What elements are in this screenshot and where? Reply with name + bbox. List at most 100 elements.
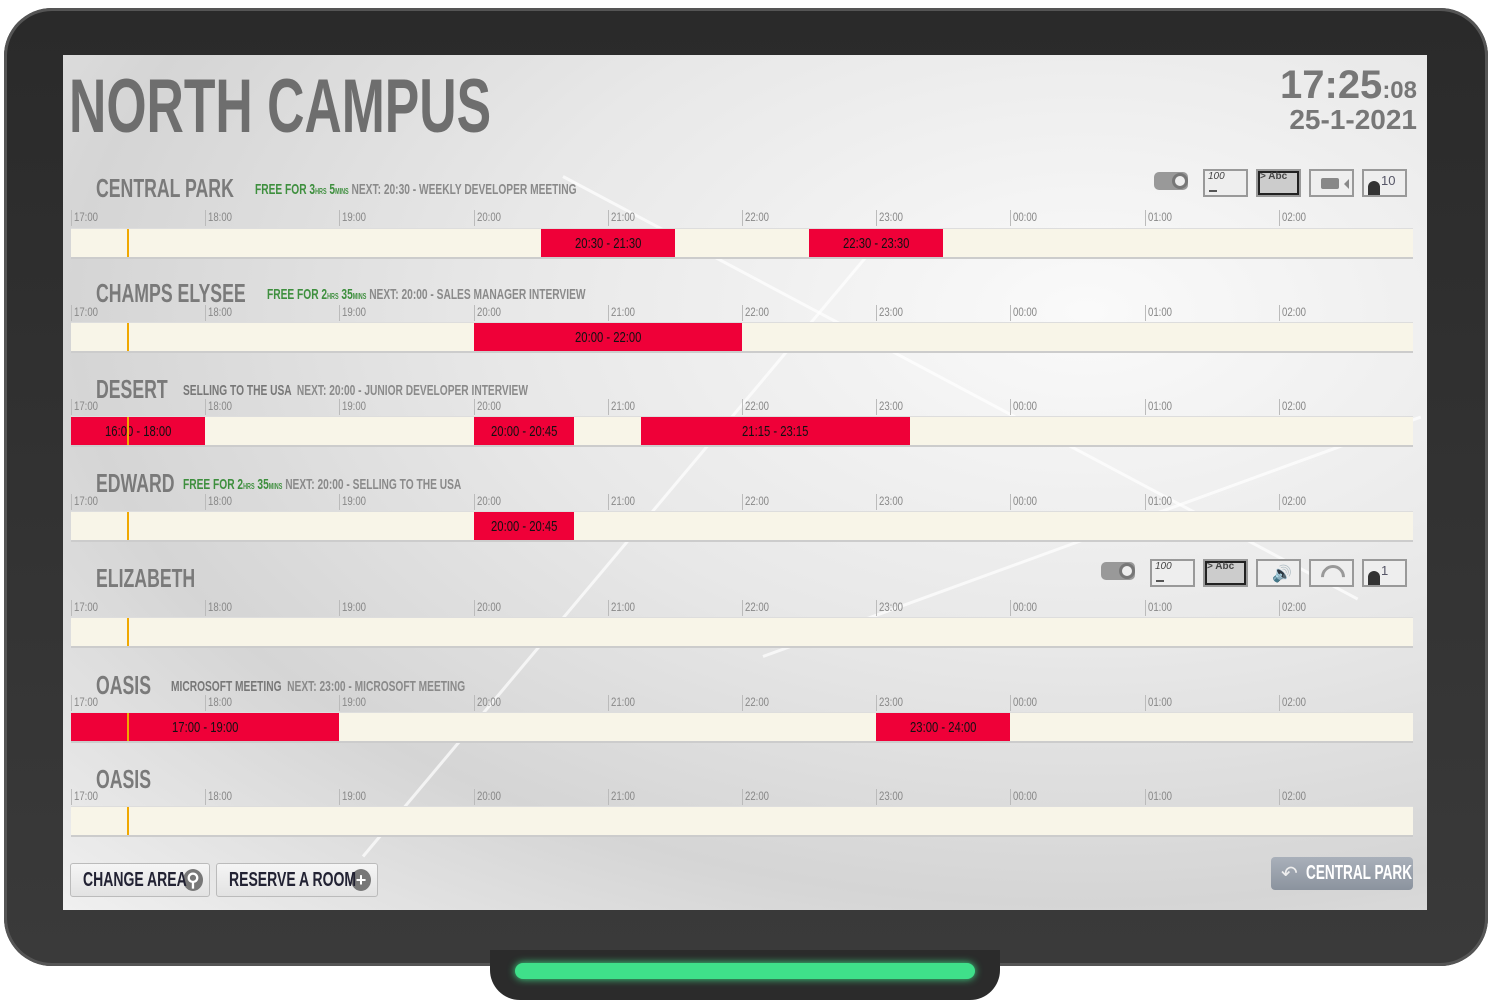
capacity-icon: 10 — [1362, 169, 1407, 197]
booking-block[interactable]: 22:30 - 23:30 — [809, 229, 944, 257]
room-name[interactable]: EDWARD — [96, 468, 212, 499]
time-tick: 17:00 — [71, 695, 104, 711]
timeline-bar[interactable]: 16:00 - 18:00 20:00 - 20:45 21:15 - 23:15 — [71, 416, 1413, 447]
display-icon: > Abc — [1203, 559, 1248, 587]
booking-block[interactable]: 20:30 - 21:30 — [540, 229, 675, 257]
time-tick: 18:00 — [205, 695, 238, 711]
free-hours: 3 — [309, 181, 316, 198]
tick-label: 20:00 — [476, 399, 501, 413]
reserve-room-button[interactable]: RESERVE A ROOM + — [216, 863, 378, 897]
booking-block[interactable]: 17:00 - 19:00 — [71, 713, 340, 741]
amenity-text: 100 — [1155, 561, 1172, 572]
booking-time: 17:00 - 19:00 — [172, 719, 239, 736]
time-tick: 19:00 — [339, 600, 372, 616]
time-tick: 19:00 — [339, 399, 372, 415]
amenity-text: 10 — [1381, 173, 1396, 188]
time-tick: 19:00 — [339, 789, 372, 805]
tick-label: 02:00 — [1281, 210, 1306, 224]
free-status: FREE FOR 3HRS 5MINS — [255, 181, 349, 198]
tick-label: 22:00 — [745, 494, 770, 508]
timeline-bar[interactable] — [71, 617, 1413, 648]
timeline-bar[interactable] — [71, 806, 1413, 837]
tick-label: 21:00 — [610, 600, 635, 614]
tick-label: 00:00 — [1013, 494, 1038, 508]
time-tick: 02:00 — [1278, 600, 1312, 616]
search-icon: ⚲ — [183, 869, 203, 891]
tick-label: 17:00 — [74, 600, 99, 614]
timeline-bar[interactable]: 20:30 - 21:30 22:30 - 23:30 — [71, 228, 1413, 259]
time-tick: 18:00 — [205, 305, 238, 321]
tick-label: 21:00 — [610, 305, 635, 319]
time-tick: 20:00 — [473, 695, 507, 711]
tick-label: 18:00 — [208, 305, 233, 319]
timeline-bar[interactable]: 17:00 - 19:00 23:00 - 24:00 — [71, 712, 1413, 743]
timeline-bar[interactable]: 20:00 - 22:00 — [71, 322, 1413, 353]
free-minutes: 5 — [329, 181, 336, 198]
tick-label: 00:00 — [1013, 399, 1038, 413]
room-name-text: ELIZABETH — [96, 563, 196, 593]
next-meeting: NEXT: 20:00 - SELLING TO THE USA — [285, 476, 462, 493]
booking-block[interactable]: 23:00 - 24:00 — [876, 713, 1011, 741]
tick-label: 18:00 — [208, 789, 233, 803]
free-status: FREE FOR 2HRS 35MINS — [267, 286, 366, 303]
time-tick: 17:00 — [71, 600, 104, 616]
tick-label: 21:00 — [610, 494, 635, 508]
hours-unit: HRS — [243, 482, 255, 491]
time-tick: 19:00 — [339, 305, 372, 321]
timeline-bar[interactable]: 20:00 - 20:45 — [71, 511, 1413, 542]
time-tick: 23:00 — [876, 210, 909, 226]
time-tick: 18:00 — [205, 600, 238, 616]
time-tick: 19:00 — [339, 494, 372, 510]
booking-block[interactable]: 20:00 - 20:45 — [473, 512, 575, 540]
booking-block[interactable]: 16:00 - 18:00 — [71, 417, 206, 445]
tick-label: 17:00 — [74, 305, 99, 319]
current-meeting: MICROSOFT MEETING — [171, 678, 282, 695]
time-tick: 18:00 — [205, 494, 238, 510]
time-tick: 18:00 — [205, 210, 238, 226]
room-name[interactable]: CENTRAL PARK — [96, 173, 299, 204]
time-tick: 21:00 — [607, 695, 641, 711]
tick-label: 17:00 — [74, 399, 99, 413]
room-name-text: OASIS — [96, 670, 152, 700]
tick-label: 19:00 — [342, 399, 367, 413]
tick-label: 02:00 — [1281, 695, 1306, 709]
time-tick: 00:00 — [1010, 399, 1043, 415]
current-time-marker — [126, 512, 129, 540]
time-tick: 22:00 — [742, 399, 775, 415]
booking-time: 20:00 - 22:00 — [574, 329, 641, 346]
tick-label: 22:00 — [745, 210, 770, 224]
tick-label: 23:00 — [879, 210, 904, 224]
booking-block[interactable]: 21:15 - 23:15 — [641, 417, 910, 445]
booking-block[interactable]: 20:00 - 20:45 — [473, 417, 575, 445]
amenities: 100 > Abc 10 — [1150, 169, 1407, 197]
tick-label: 02:00 — [1281, 494, 1306, 508]
tick-label: 22:00 — [745, 600, 770, 614]
time-tick: 18:00 — [205, 789, 238, 805]
room-name[interactable]: ELIZABETH — [96, 563, 242, 594]
booking-block[interactable]: 20:00 - 22:00 — [473, 323, 742, 351]
room-name[interactable]: OASIS — [96, 764, 177, 795]
time-tick: 22:00 — [742, 600, 775, 616]
back-to-room-button[interactable]: ↶ CENTRAL PARK — [1271, 857, 1413, 890]
time-tick: 02:00 — [1278, 399, 1312, 415]
room-name[interactable]: OASIS — [96, 670, 177, 701]
time-tick: 00:00 — [1010, 305, 1043, 321]
tick-label: 02:00 — [1281, 305, 1306, 319]
change-area-button[interactable]: CHANGE AREA ⚲ — [70, 863, 210, 897]
time-tick: 23:00 — [876, 789, 909, 805]
room-name-text: CHAMPS ELYSEE — [96, 278, 246, 308]
tick-label: 20:00 — [476, 305, 501, 319]
hours-unit: HRS — [315, 187, 327, 196]
free-minutes: 35 — [257, 476, 269, 493]
time-tick: 17:00 — [71, 789, 104, 805]
free-status: FREE FOR 2HRS 35MINS — [183, 476, 282, 493]
room-name[interactable]: CHAMPS ELYSEE — [96, 278, 316, 309]
tick-label: 23:00 — [879, 789, 904, 803]
room-status: FREE FOR 3HRS 5MINS NEXT: 20:30 - WEEKLY… — [255, 181, 728, 198]
booking-time: 20:00 - 20:45 — [490, 518, 558, 535]
time-tick: 22:00 — [742, 210, 775, 226]
tick-label: 01:00 — [1147, 305, 1172, 319]
room-name[interactable]: DESERT — [96, 374, 201, 405]
time-tick: 00:00 — [1010, 494, 1043, 510]
room-name-text: EDWARD — [96, 468, 175, 498]
